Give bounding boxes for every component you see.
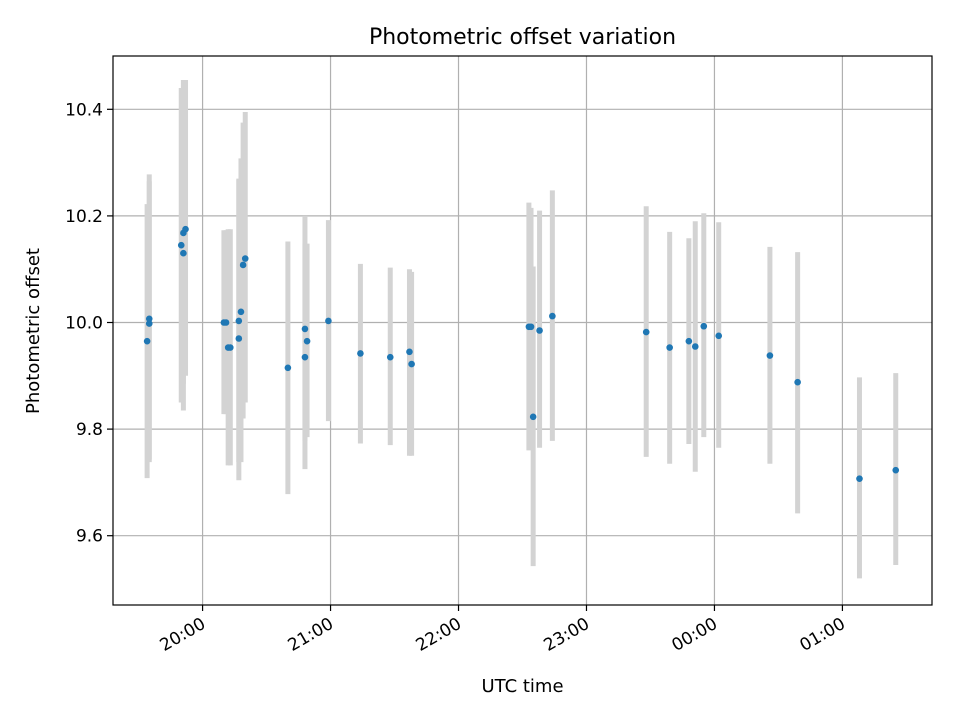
data-point — [235, 317, 243, 325]
y-tick-label: 9.6 — [76, 527, 103, 547]
y-tick-label: 10.2 — [65, 207, 103, 227]
data-points — [143, 225, 900, 482]
data-point — [239, 261, 247, 269]
x-tick-label: 20:00 — [157, 614, 209, 656]
data-point — [700, 322, 708, 330]
data-point — [145, 320, 153, 327]
data-point — [549, 312, 556, 320]
x-tick-label: 00:00 — [669, 614, 721, 656]
x-axis: 20:00 21:00 22:00 23:00 00:00 01:00 — [157, 605, 849, 656]
data-point — [892, 466, 900, 474]
data-point — [143, 337, 151, 345]
data-point — [666, 344, 673, 351]
data-point — [357, 350, 364, 357]
y-tick-label: 10.4 — [65, 100, 103, 120]
data-point — [222, 319, 230, 326]
data-point — [685, 337, 693, 345]
data-point — [301, 353, 309, 361]
data-point — [529, 413, 537, 421]
y-axis-label: Photometric offset — [23, 248, 44, 414]
x-tick-label: 21:00 — [285, 614, 337, 656]
grid-lines — [113, 56, 932, 605]
data-point — [766, 352, 774, 359]
data-point — [325, 317, 332, 325]
y-tick-label: 10.0 — [65, 314, 103, 334]
data-point — [856, 475, 863, 482]
data-point — [237, 308, 245, 316]
data-point — [536, 327, 543, 334]
data-point — [145, 315, 153, 323]
data-point — [284, 364, 292, 372]
y-tick-label: 9.8 — [76, 420, 103, 440]
data-point — [301, 325, 309, 333]
data-point — [691, 343, 699, 350]
x-axis-label: UTC time — [481, 676, 563, 697]
plot-area-frame — [112, 55, 933, 606]
data-point — [235, 335, 243, 342]
data-point — [715, 332, 723, 340]
data-point — [408, 360, 415, 368]
x-tick-label: 01:00 — [796, 614, 848, 656]
data-point — [406, 348, 413, 356]
chart-title: Photometric offset variation — [369, 25, 676, 50]
data-point — [527, 323, 535, 331]
data-point — [180, 249, 187, 257]
data-point — [177, 241, 185, 249]
x-tick-label: 22:00 — [413, 614, 465, 656]
data-point — [227, 344, 234, 351]
data-point — [182, 225, 189, 233]
data-point — [642, 328, 650, 336]
data-point — [303, 337, 311, 345]
data-point — [241, 255, 249, 262]
data-point — [386, 353, 394, 361]
y-axis: 9.6 9.8 10.0 10.2 10.4 — [65, 100, 113, 547]
data-point — [794, 378, 801, 386]
x-tick-label: 23:00 — [541, 614, 593, 656]
error-bars — [144, 79, 899, 579]
